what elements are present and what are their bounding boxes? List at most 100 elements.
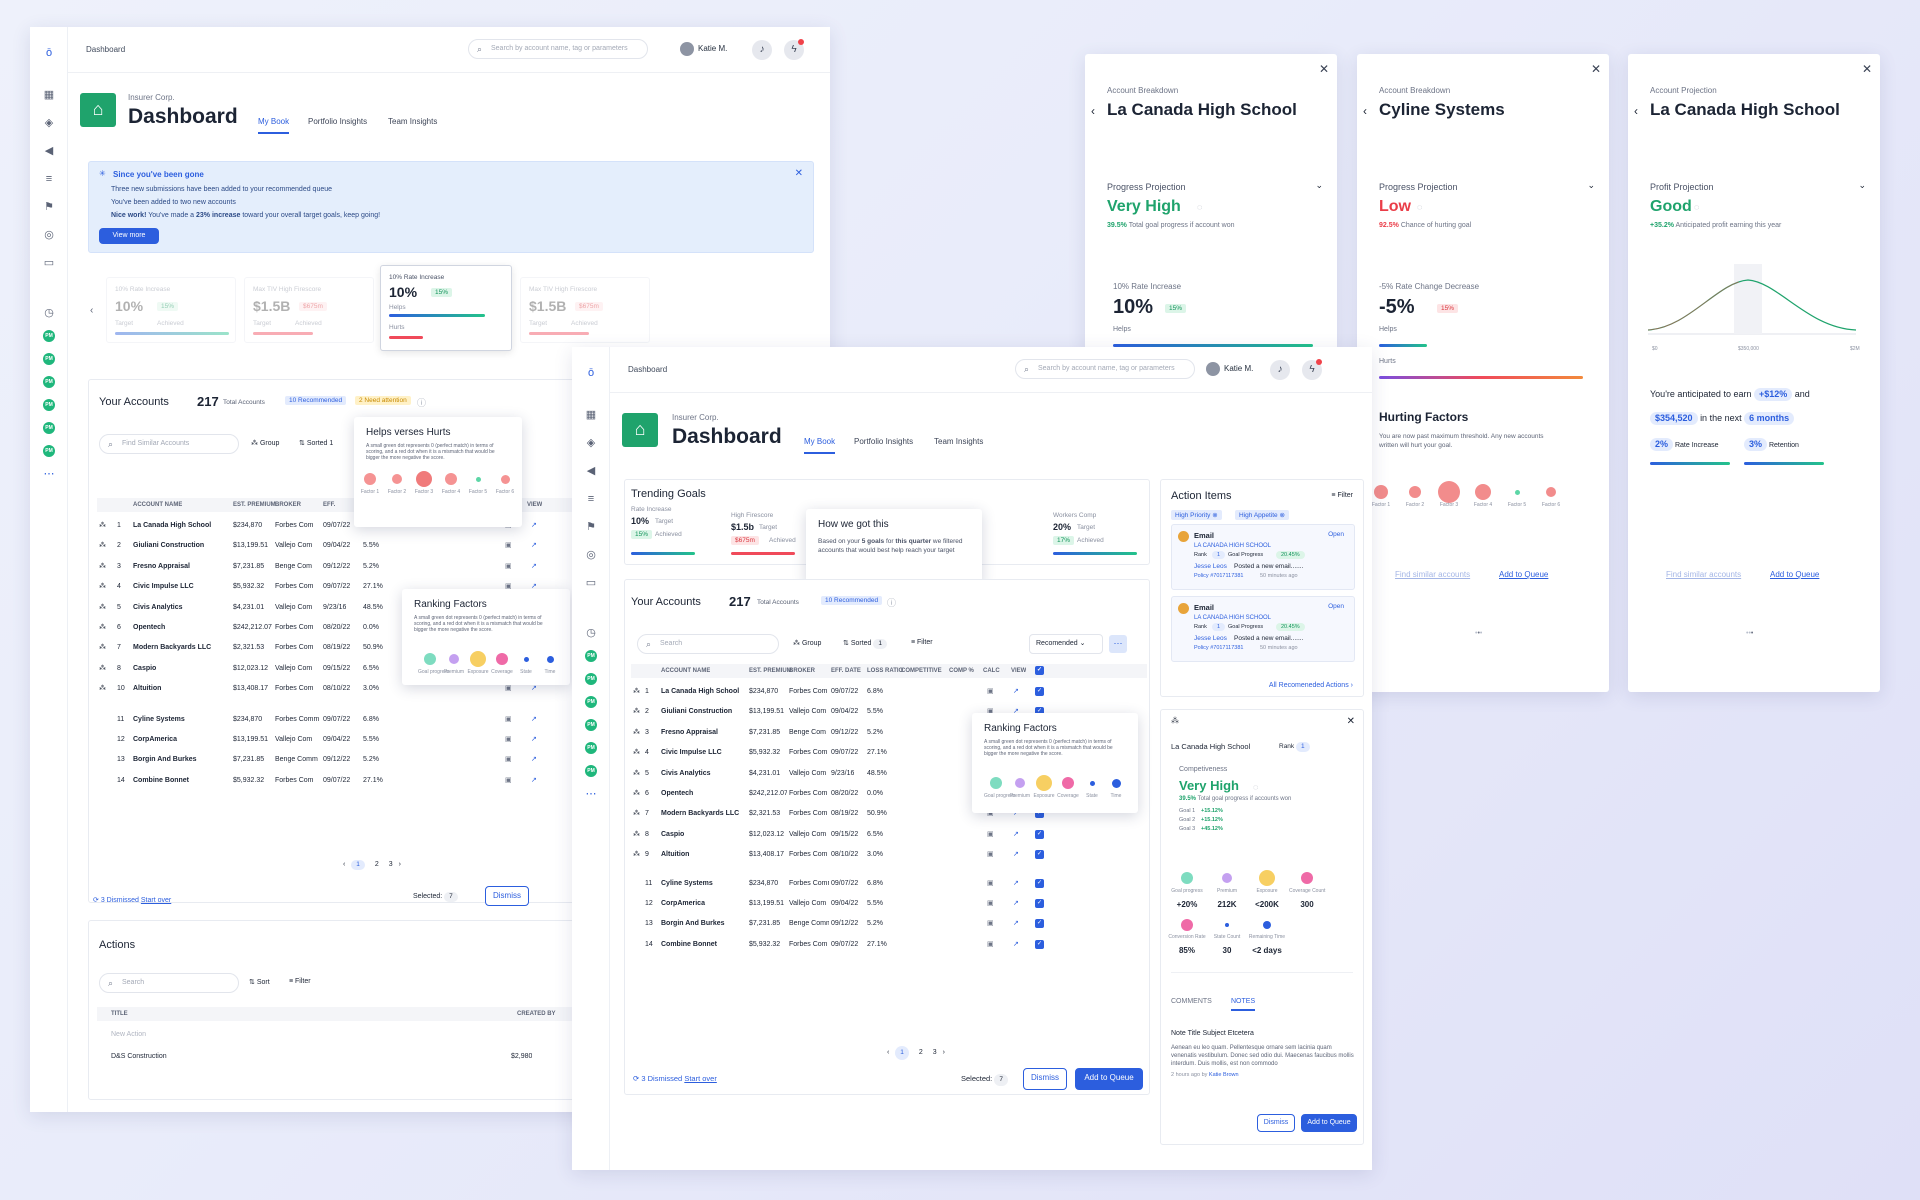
table-row[interactable]: ⁂ 1 La Canada High School $234,870 Forbes Co… [97,516,607,536]
avatar[interactable]: PM [43,376,55,388]
tab-notes[interactable]: NOTES [1231,998,1256,1011]
tab-my-book[interactable]: My Book [804,437,836,454]
sorted-button[interactable]: ⇅ Sorted 1 [843,639,888,649]
table-row[interactable]: 12 CorpAmerica $13,199.51 Vallejo Com 09/04/… [631,894,1147,914]
add-to-queue-link[interactable]: Add to Queue [1499,570,1549,579]
tab-my-book[interactable]: My Book [258,117,290,134]
stack-icon[interactable]: ≡ [587,493,595,505]
row-checkbox[interactable]: ✓ [1035,809,1044,819]
avatar[interactable]: PM [585,765,597,777]
table-row[interactable]: ⁂ 1 La Canada High School $234,870 Forbes Co… [631,682,1147,702]
user-menu[interactable]: Katie M. [680,41,727,57]
sorted-button[interactable]: ⇅ Sorted 1 [299,439,333,447]
table-row[interactable]: ⁂ 7 Modern Backyards LLC $2,321.53 Forbes Co… [631,804,1147,824]
goal-card[interactable]: Max TIV High Firescore $1.5B $675m Targe… [520,277,650,343]
avatar[interactable]: PM [43,399,55,411]
table-row[interactable]: D&S Construction $2,980 [97,1047,607,1067]
table-row[interactable]: ⁂ 9 Altuition $13,408.17 Forbes Com 08/10/22 3… [631,845,1147,865]
external-link-icon[interactable]: ↗ [1013,940,1019,948]
info-icon[interactable]: ⓘ [887,598,897,608]
add-to-queue-button[interactable]: Add to Queue [1301,1114,1357,1132]
bolt-icon[interactable]: ϟ [784,40,804,60]
table-row[interactable]: ⁂ 8 Caspio $12,023.12 Vallejo Com 09/15/22 6.5… [631,825,1147,845]
grid-icon[interactable]: ▦ [43,89,55,101]
tab-comments[interactable]: COMMENTS [1171,998,1212,1005]
policy-link[interactable]: Policy #7017117381 [1194,645,1244,651]
group-button[interactable]: ⁂ Group [251,439,279,447]
avatar[interactable]: PM [585,742,597,754]
page-1[interactable]: 1 [895,1046,909,1060]
row-checkbox[interactable]: ✓ [1035,687,1044,696]
close-icon[interactable]: ✕ [794,168,803,179]
external-link-icon[interactable]: ↗ [531,542,537,550]
calculator-icon[interactable]: ▣ [505,715,512,723]
calculator-icon[interactable]: ▣ [987,688,994,695]
new-action-row[interactable]: New Action [97,1025,607,1045]
external-link-icon[interactable]: ↗ [1013,920,1019,928]
calculator-icon[interactable]: ▣ [505,583,512,591]
tag-high-appetite[interactable]: High Appetite ⊗ [1235,510,1289,520]
find-similar-link[interactable]: Find similar accounts [1395,570,1471,579]
clock-icon[interactable]: ◷ [44,307,54,319]
table-row[interactable]: ⁂ 3 Fresno Appraisal $7,231.85 Benge Com 09/1… [97,557,607,577]
row-checkbox[interactable]: ✓ [1035,829,1044,839]
goal-card[interactable]: Max TIV High Firescore $1.5B $675m Targe… [244,277,374,343]
action-item-card[interactable]: Email Open LA CANADA HIGH SCHOOL Rank 1 Goal … [1171,524,1355,590]
external-link-icon[interactable]: ↗ [531,685,537,693]
prev-page-icon[interactable]: ‹ [887,1049,890,1056]
avatar[interactable]: PM [585,650,597,662]
table-row[interactable]: ⁂ 4 Civic Impulse LLC $5,932.32 Forbes Com 09… [97,577,607,597]
author-link[interactable]: Jesse Leos [1194,563,1227,570]
calculator-icon[interactable]: ▣ [987,830,994,838]
goal-card-selected[interactable]: 10% Rate Increase 10% 15% Helps Hurts [380,265,512,351]
table-row[interactable]: ⁂ 2 Giuliani Construction $13,199.51 Vallejo… [631,702,1147,722]
document-icon[interactable]: ▭ [43,257,55,269]
table-row[interactable]: 11 Cyline Systems $234,870 Forbes Comm 09/07… [97,710,607,730]
avatar[interactable]: PM [43,422,55,434]
find-similar-input[interactable]: ⌕ Find Similar Accounts [99,434,239,454]
calculator-icon[interactable]: ▣ [505,562,512,570]
avatar[interactable]: PM [43,445,55,457]
row-checkbox[interactable]: ✓ [1035,939,1044,949]
tab-team-insights[interactable]: Team Insights [388,117,438,126]
add-to-queue-button[interactable]: Add to Queue [1075,1068,1143,1090]
table-row[interactable]: 12 CorpAmerica $13,199.51 Vallejo Com 09/04/… [97,730,607,750]
close-icon[interactable]: ✕ [1346,716,1355,727]
recommended-badge[interactable]: 10 Recommended [821,596,883,605]
calculator-icon[interactable]: ▣ [987,708,994,716]
chevron-left-icon[interactable]: ‹ [90,305,94,316]
table-row[interactable]: 14 Combine Bonnet $5,932.32 Forbes Com 09/07… [97,771,607,791]
avatar[interactable]: PM [43,353,55,365]
chevron-down-icon[interactable]: ⌄ [1858,180,1866,190]
stack-icon[interactable]: ≡ [45,173,53,185]
back-icon[interactable]: ‹ [1634,104,1638,118]
calculator-icon[interactable]: ▣ [987,920,994,928]
row-checkbox[interactable]: ✓ [1035,878,1044,888]
filter-button[interactable]: ≡ Filter [911,639,933,646]
external-link-icon[interactable]: ↗ [1013,851,1019,859]
grid-icon[interactable]: ▦ [585,409,597,421]
bell-icon[interactable]: ♪ [1270,360,1290,380]
page-2[interactable]: 2 [918,1049,923,1056]
action-item-card[interactable]: Email Open LA CANADA HIGH SCHOOL Rank 1 Goal … [1171,596,1355,662]
next-page-icon[interactable]: › [942,1049,945,1056]
table-row[interactable]: 13 Borgin And Burkes $7,231.85 Benge Comm 09… [631,914,1147,934]
calculator-icon[interactable]: ▣ [987,940,994,948]
table-row[interactable]: 11 Cyline Systems $234,870 Forbes Comm 09/07… [631,874,1147,894]
find-similar-link[interactable]: Find similar accounts [1666,570,1742,579]
table-row[interactable]: 13 Borgin And Burkes $7,231.85 Benge Comm 09… [97,750,607,770]
avatar[interactable]: PM [585,719,597,731]
row-checkbox[interactable]: ✓ [1035,899,1044,908]
more-icon[interactable]: ⋯ [585,788,597,800]
goal-card[interactable]: 10% Rate Increase 10% 15% Target Achieve… [106,277,236,343]
tab-portfolio-insights[interactable]: Portfolio Insights [854,437,914,446]
chevron-down-icon[interactable]: ⌄ [1587,180,1595,190]
tab-portfolio-insights[interactable]: Portfolio Insights [308,117,368,126]
flag-icon[interactable]: ⚑ [44,201,54,213]
external-link-icon[interactable]: ↗ [531,583,537,591]
calculator-icon[interactable]: ▣ [987,810,994,818]
author-link[interactable]: Jesse Leos [1194,635,1227,642]
external-link-icon[interactable]: ↗ [531,756,537,764]
view-more-button[interactable]: View more [99,228,159,244]
external-link-icon[interactable]: ↗ [1013,900,1019,907]
